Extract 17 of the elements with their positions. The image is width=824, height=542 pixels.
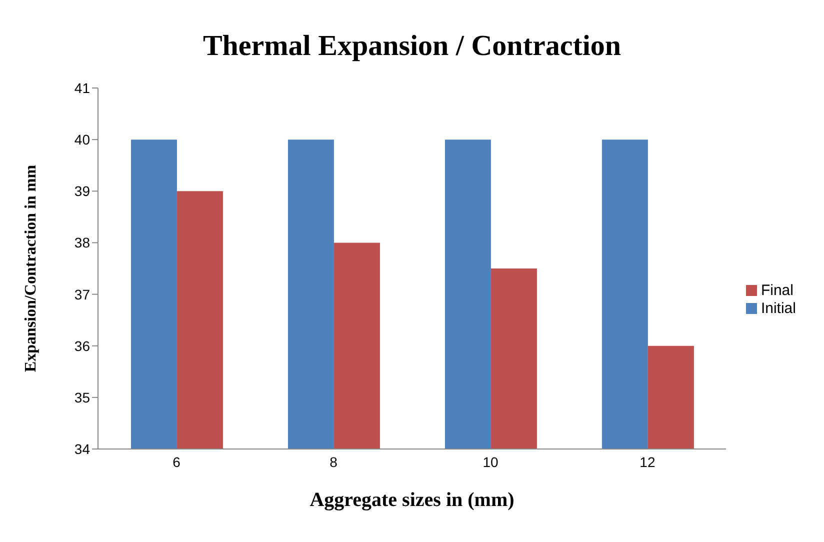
x-axis-title: Aggregate sizes in (mm) [310,489,514,511]
x-tick-label: 10 [482,454,498,470]
legend-label: Initial [760,300,796,317]
y-tick-label: 40 [74,132,90,148]
x-tick-label: 6 [172,454,181,470]
y-tick-label: 35 [74,389,90,406]
chart-title: Thermal Expansion / Contraction [202,29,622,64]
y-tick-label: 39 [74,183,90,200]
y-tick-label: 37 [74,286,90,302]
x-tick-label: 12 [640,454,656,470]
y-tick-label: 38 [74,234,90,251]
y-axis-title: Expansion/Contraction in mm [22,164,40,372]
x-tick-label: 8 [330,454,338,470]
legend-label: Final [760,282,794,299]
y-tick-label: 41 [74,80,90,96]
y-tick-label: 34 [74,440,90,457]
y-tick-label: 36 [74,338,90,354]
